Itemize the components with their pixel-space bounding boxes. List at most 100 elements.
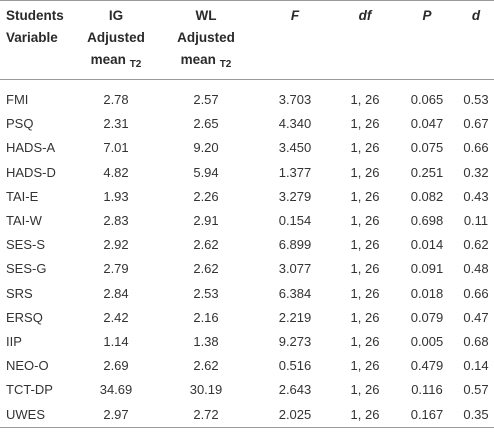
cell-d: 0.53 — [463, 92, 489, 108]
cell-df: 1, 26 — [334, 402, 396, 428]
cell-df: 1, 26 — [350, 285, 380, 301]
cell-f: 3.450 — [278, 140, 312, 156]
cell-ig-mean: 2.97 — [76, 402, 156, 428]
table-row: IIP 1.14 1.38 9.273 1, 26 0.005 0.68 — [0, 330, 494, 354]
cell-variable: HADS-A — [6, 140, 56, 156]
cell-ig-mean: 4.82 — [103, 164, 129, 180]
cell-f: 6.384 — [278, 285, 312, 301]
table-row: FMI 2.78 2.57 3.703 1, 26 0.065 0.53 — [0, 80, 494, 113]
table-body: FMI 2.78 2.57 3.703 1, 26 0.065 0.53 PSQ 2.31 2.6… — [0, 80, 494, 428]
cell-df: 1, 26 — [350, 309, 380, 325]
cell-p: 0.047 — [410, 116, 444, 132]
cell-wl-mean: 2.62 — [193, 261, 219, 277]
cell-f: 6.899 — [278, 237, 312, 253]
cell-f: 4.340 — [278, 116, 312, 132]
cell-wl-mean: 1.38 — [193, 333, 219, 349]
header-wl-line2: Adjusted — [177, 30, 235, 45]
cell-df: 1, 26 — [350, 358, 380, 374]
cell-ig-mean: 2.92 — [103, 237, 129, 253]
cell-d: 0.67 — [463, 116, 489, 132]
cell-ig-mean: 2.78 — [103, 92, 129, 108]
cell-variable: NEO-O — [6, 358, 49, 374]
table-row: TAI-W 2.83 2.91 0.154 1, 26 0.698 0.11 — [0, 209, 494, 233]
cell-p: 0.018 — [410, 285, 444, 301]
cell-variable: IIP — [6, 333, 22, 349]
header-wl: WL Adjusted mean T2 — [156, 0, 256, 80]
header-variable-line1: Students — [6, 8, 64, 23]
cell-p: 0.698 — [410, 213, 444, 229]
table-row: HADS-A 7.01 9.20 3.450 1, 26 0.075 0.66 — [0, 136, 494, 160]
cell-df: 1, 26 — [350, 237, 380, 253]
table-row: PSQ 2.31 2.65 4.340 1, 26 0.047 0.67 — [0, 112, 494, 136]
header-wl-subscript: T2 — [219, 59, 232, 70]
cell-p: 0.005 — [410, 333, 444, 349]
cell-df: 1, 26 — [350, 333, 380, 349]
cell-d: 0.68 — [463, 333, 489, 349]
header-d: d — [458, 0, 494, 80]
cell-variable: UWES — [0, 402, 76, 428]
header-row: Students Variable IG Adjusted mean T2 WL… — [0, 0, 494, 80]
cell-d: 0.43 — [463, 188, 489, 204]
cell-f: 9.273 — [278, 333, 312, 349]
cell-wl-mean: 2.26 — [193, 188, 219, 204]
cell-wl-mean: 30.19 — [189, 382, 223, 398]
header-p: P — [396, 0, 458, 80]
cell-wl-mean: 2.16 — [193, 309, 219, 325]
cell-d: 0.57 — [463, 382, 489, 398]
cell-f: 3.279 — [278, 188, 312, 204]
cell-d: 0.47 — [463, 309, 489, 325]
table-row: SRS 2.84 2.53 6.384 1, 26 0.018 0.66 — [0, 282, 494, 306]
table-row: SES-S 2.92 2.62 6.899 1, 26 0.014 0.62 — [0, 233, 494, 257]
cell-d: 0.11 — [463, 213, 489, 229]
header-ig-subscript: T2 — [129, 59, 142, 70]
cell-wl-mean: 2.91 — [193, 213, 219, 229]
cell-variable: TCT-DP — [6, 382, 53, 398]
header-ig: IG Adjusted mean T2 — [76, 0, 156, 80]
header-variable-line2: Variable — [6, 30, 58, 45]
cell-variable: PSQ — [6, 116, 34, 132]
cell-p: 0.075 — [410, 140, 444, 156]
header-df: df — [334, 0, 396, 80]
header-variable: Students Variable — [0, 0, 76, 80]
cell-f: 3.077 — [278, 261, 312, 277]
cell-variable: SES-S — [6, 237, 46, 253]
cell-p: 0.014 — [410, 237, 444, 253]
cell-ig-mean: 2.79 — [103, 261, 129, 277]
cell-d: 0.62 — [463, 237, 489, 253]
cell-p: 0.065 — [410, 92, 444, 108]
cell-wl-mean: 2.72 — [156, 402, 256, 428]
cell-variable: SES-G — [6, 261, 47, 277]
cell-ig-mean: 2.42 — [103, 309, 129, 325]
cell-ig-mean: 2.31 — [103, 116, 129, 132]
cell-f: 0.516 — [278, 358, 312, 374]
cell-df: 1, 26 — [350, 92, 380, 108]
cell-df: 1, 26 — [350, 213, 380, 229]
cell-d: 0.32 — [463, 164, 489, 180]
header-wl-mean: mean — [180, 52, 216, 67]
cell-d: 0.48 — [463, 261, 489, 277]
cell-variable: HADS-D — [6, 164, 56, 180]
cell-d: 0.66 — [463, 140, 489, 156]
cell-wl-mean: 2.65 — [193, 116, 219, 132]
cell-d: 0.66 — [463, 285, 489, 301]
cell-ig-mean: 2.84 — [103, 285, 129, 301]
cell-d: 0.35 — [458, 402, 494, 428]
cell-df: 1, 26 — [350, 140, 380, 156]
cell-wl-mean: 2.53 — [193, 285, 219, 301]
cell-df: 1, 26 — [350, 188, 380, 204]
header-ig-mean: mean — [90, 52, 126, 67]
cell-df: 1, 26 — [350, 164, 380, 180]
cell-ig-mean: 1.14 — [103, 333, 129, 349]
cell-variable: FMI — [6, 92, 29, 108]
header-ig-line1: IG — [108, 8, 124, 23]
header-f: F — [256, 0, 334, 80]
table-row: ERSQ 2.42 2.16 2.219 1, 26 0.079 0.47 — [0, 306, 494, 330]
cell-df: 1, 26 — [350, 116, 380, 132]
header-wl-line3: mean T2 — [156, 49, 256, 73]
cell-f: 2.025 — [256, 402, 334, 428]
cell-ig-mean: 1.93 — [103, 188, 129, 204]
cell-f: 3.703 — [278, 92, 312, 108]
cell-p: 0.479 — [410, 358, 444, 374]
table-row: UWES 2.97 2.72 2.025 1, 26 0.167 0.35 — [0, 402, 494, 428]
